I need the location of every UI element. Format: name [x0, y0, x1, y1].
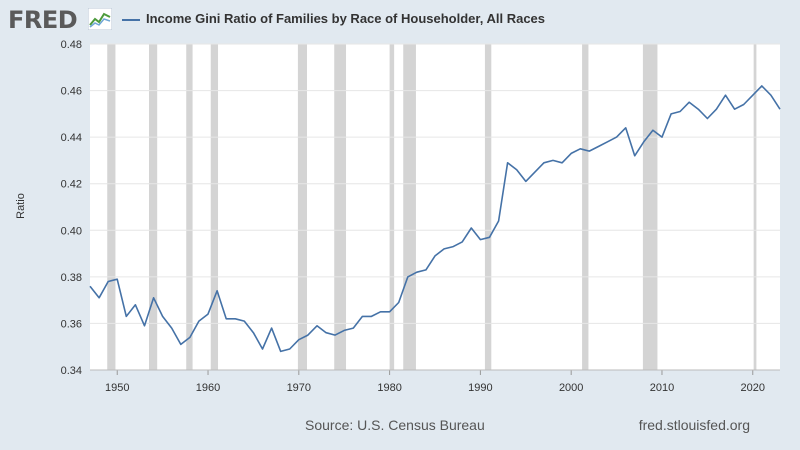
fred-logo[interactable]: FRED — [8, 6, 78, 34]
x-tick-label: 1980 — [377, 382, 401, 394]
y-tick-label: 0.42 — [61, 179, 82, 191]
y-axis-label: Ratio — [15, 193, 27, 219]
recession-band — [186, 44, 193, 370]
y-tick-label: 0.46 — [61, 86, 82, 98]
recession-band — [149, 44, 158, 370]
recession-band — [753, 44, 757, 370]
gridlines — [90, 43, 780, 371]
x-tick-label: 2010 — [650, 382, 674, 394]
fred-chart-icon — [88, 8, 112, 30]
source-text: Source: U.S. Census Bureau — [305, 417, 485, 433]
plot-area — [90, 44, 780, 370]
series-line[interactable] — [89, 85, 781, 353]
recession-band — [403, 44, 416, 370]
recession-band — [642, 44, 658, 370]
y-tick-label: 0.36 — [61, 318, 82, 330]
recession-shading — [107, 44, 757, 370]
x-tick-label: 1960 — [196, 382, 220, 394]
x-tick-label: 2000 — [559, 382, 583, 394]
x-tick-label: 2020 — [741, 382, 765, 394]
axes: 0.34 0.36 0.38 0.40 0.42 0.44 0.46 0.48 1950 1960… — [61, 39, 780, 394]
series-layer — [89, 85, 781, 353]
y-tick-label: 0.34 — [61, 365, 82, 377]
recession-band — [297, 44, 307, 370]
recession-band — [582, 44, 589, 370]
recession-band — [389, 44, 395, 370]
y-tick-label: 0.40 — [61, 225, 82, 237]
chart-title: Income Gini Ratio of Families by Race of… — [146, 11, 546, 26]
recession-band — [210, 44, 219, 370]
x-tick-label: 1990 — [468, 382, 492, 394]
recession-band — [334, 44, 347, 370]
y-tick-label: 0.48 — [61, 39, 82, 51]
chart-header: FRED Income Gini Ratio of Families by Ra… — [0, 0, 800, 40]
legend-line-swatch — [122, 19, 140, 21]
y-tick-label: 0.38 — [61, 272, 82, 284]
x-tick-label: 1950 — [105, 382, 129, 394]
y-tick-label: 0.44 — [61, 132, 82, 144]
recession-band — [107, 44, 116, 370]
x-tick-label: 1970 — [287, 382, 311, 394]
recession-band — [484, 44, 492, 370]
fred-url-link[interactable]: fred.stlouisfed.org — [638, 417, 750, 433]
